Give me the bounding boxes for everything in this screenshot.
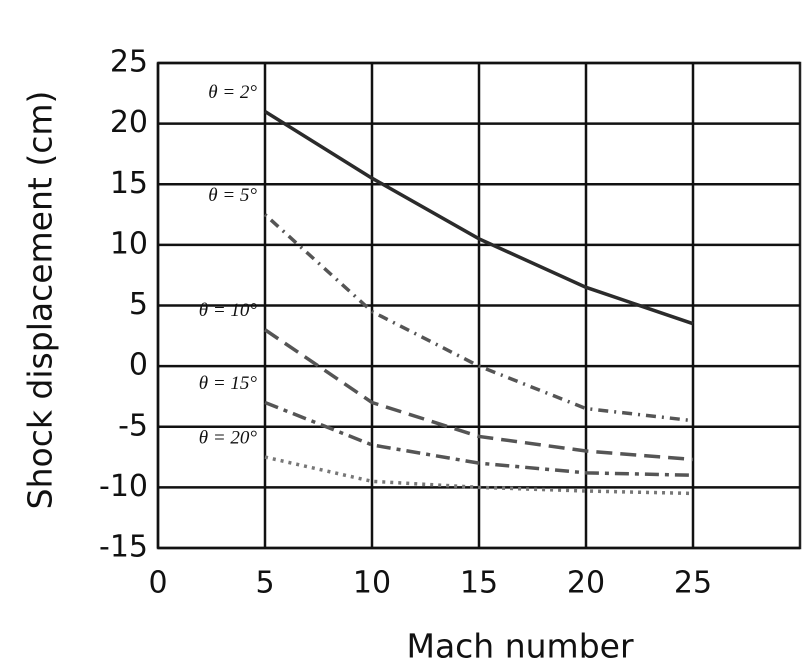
y-axis-label: Shock displacement (cm) (21, 91, 60, 510)
series-label: θ = 10° (199, 300, 258, 321)
x-tick-label: 20 (567, 566, 605, 601)
y-tick-label: -10 (99, 469, 148, 504)
y-tick-label: 10 (110, 226, 148, 261)
y-tick-label: 15 (110, 166, 148, 201)
x-tick-label: 10 (353, 566, 391, 601)
x-tick-label: 15 (460, 566, 498, 601)
series-label: θ = 5° (208, 185, 257, 206)
x-tick-label: 5 (255, 566, 274, 601)
line-series (264, 455, 694, 496)
series-label: θ = 20° (199, 427, 258, 448)
line-series (264, 110, 694, 326)
line-series (264, 328, 694, 462)
x-tick-label: 0 (148, 566, 167, 601)
series-label: θ = 15° (199, 373, 258, 394)
y-tick-label: 20 (110, 105, 148, 140)
y-tick-label: -5 (118, 408, 148, 443)
y-tick-label: 0 (129, 348, 148, 383)
x-tick-label: 25 (674, 566, 712, 601)
y-tick-label: 25 (110, 45, 148, 80)
line-series (263, 213, 694, 423)
series-label: θ = 2° (208, 82, 257, 103)
x-axis-label: Mach number (406, 627, 633, 666)
y-tick-label: 5 (129, 287, 148, 322)
y-tick-label: -15 (99, 530, 148, 565)
line-series (264, 400, 694, 477)
